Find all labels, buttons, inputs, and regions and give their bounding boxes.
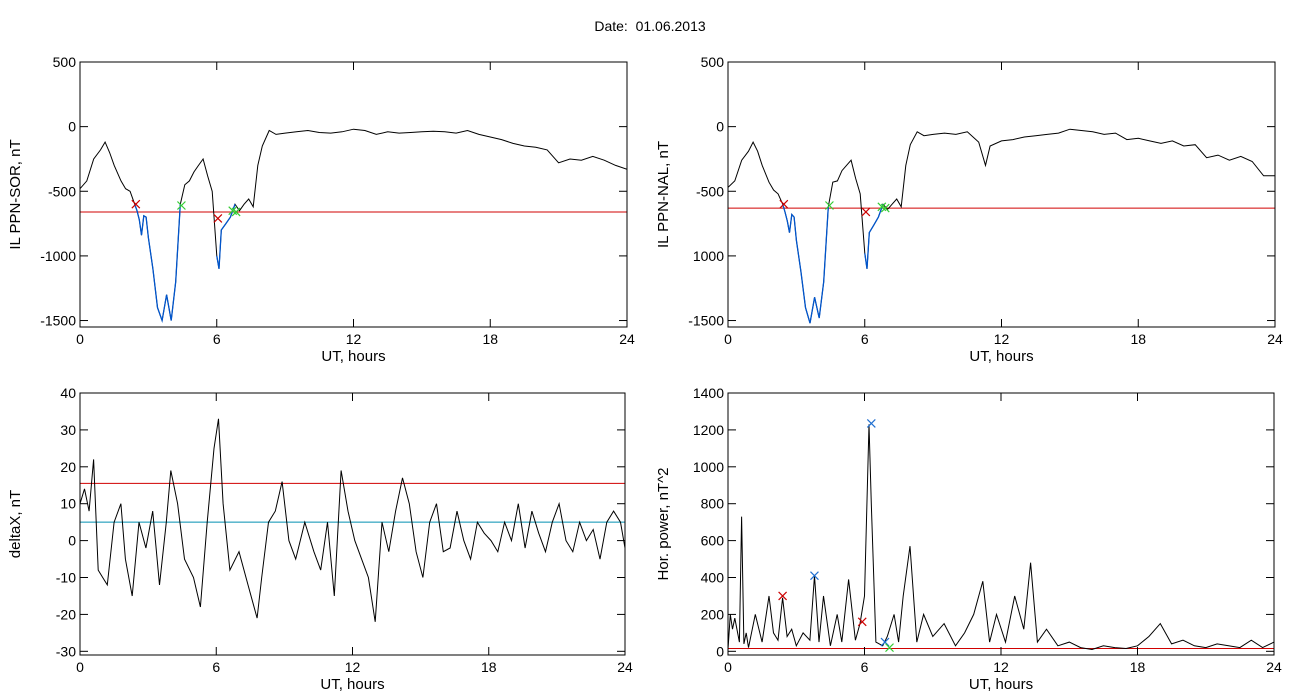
y-tick-label: 600 [701, 533, 725, 549]
x-tick-label: 12 [346, 331, 362, 347]
y-axis-label: deltaX, nT [7, 490, 24, 558]
y-tick-label: 500 [53, 54, 77, 70]
y-axis-label: Hor. power, nT^2 [655, 468, 672, 581]
x-tick-label: 0 [76, 659, 84, 675]
y-tick-label: 0 [716, 119, 724, 135]
x-tick-label: 24 [619, 331, 635, 347]
y-tick-label: -30 [56, 643, 76, 659]
y-tick-label: 1000 [693, 459, 724, 475]
active-segment-1 [782, 204, 829, 324]
x-axis-label: UT, hours [320, 676, 384, 693]
series-line [80, 128, 627, 323]
x-axis-label: UT, hours [969, 348, 1033, 365]
y-tick-label: 20 [60, 459, 76, 475]
marker-green-5 [231, 207, 241, 217]
y-tick-label: 0 [68, 533, 76, 549]
y-tick-label: 400 [701, 570, 725, 586]
x-tick-label: 18 [482, 331, 498, 347]
series-line [80, 418, 625, 622]
plot-frame [79, 392, 626, 656]
plot-frame [79, 61, 628, 328]
x-tick-label: 24 [1267, 331, 1283, 347]
y-tick-label: 40 [60, 385, 76, 401]
y-tick-label: -500 [48, 183, 76, 199]
x-tick-label: 24 [1266, 659, 1282, 675]
marker-red-1 [778, 591, 788, 601]
figure-title: Date: 01.06.2013 [594, 18, 706, 34]
x-tick-label: 12 [994, 331, 1010, 347]
series-line [728, 424, 1274, 651]
y-tick-label: 0 [716, 643, 724, 659]
y-tick-label: 30 [60, 422, 76, 438]
panel-2: 0 6 12 18 24 -1500 1000 -500 0 500 UT, hours IL PPN… [655, 54, 1283, 365]
marker-green-2 [176, 201, 186, 210]
x-tick-label: 0 [76, 331, 84, 347]
marker-blue-2 [810, 571, 819, 581]
y-tick-label: -10 [56, 570, 76, 586]
panel-4: 0 6 12 18 24 0 200 400 600 800 1000 1200 1400 UT, hou… [655, 385, 1282, 693]
marker-green-5 [880, 203, 890, 213]
x-tick-label: 6 [861, 659, 869, 675]
y-tick-label: 1000 [693, 248, 724, 264]
marker-green-2 [824, 201, 834, 210]
x-axis-label: UT, hours [321, 348, 385, 365]
active-segment-2 [864, 203, 884, 269]
y-tick-label: -1500 [40, 313, 76, 329]
y-axis-label: IL PPN-NAL, nT [655, 141, 672, 248]
y-axis-label: IL PPN-SOR, nT [7, 139, 24, 249]
y-tick-label: -20 [56, 606, 76, 622]
x-tick-label: 18 [1130, 659, 1146, 675]
x-axis-label: UT, hours [969, 676, 1033, 693]
plot-frame [727, 392, 1275, 656]
marker-red-1 [779, 199, 789, 209]
y-tick-label: 800 [701, 496, 725, 512]
active-segment-1 [134, 203, 181, 324]
x-tick-label: 0 [724, 331, 732, 347]
x-tick-label: 6 [213, 331, 221, 347]
y-tick-label: 0 [68, 119, 76, 135]
marker-red-3 [861, 207, 871, 217]
marker-blue-5 [880, 637, 890, 647]
series-line [728, 128, 1275, 324]
y-tick-label: -1000 [40, 248, 76, 264]
panel-3: 0 6 12 18 24 -30 -20 -10 0 10 20 30 40 UT, hours delta… [7, 385, 633, 693]
marker-red-1 [131, 199, 141, 209]
y-tick-label: 1200 [693, 422, 724, 438]
x-tick-label: 12 [345, 659, 361, 675]
x-tick-label: 6 [861, 331, 869, 347]
plot-frame [727, 61, 1276, 328]
x-tick-label: 24 [617, 659, 633, 675]
marker-blue-4 [866, 419, 876, 428]
x-tick-label: 0 [724, 659, 732, 675]
y-tick-label: 500 [701, 54, 725, 70]
x-tick-label: 6 [212, 659, 220, 675]
y-tick-label: 200 [701, 606, 725, 622]
active-segment-2 [216, 203, 236, 269]
marker-red-3 [213, 213, 223, 223]
y-tick-label: 1400 [693, 385, 724, 401]
y-tick-label: -1500 [688, 313, 724, 329]
marker-green-6 [885, 643, 894, 653]
panel-1: 0 6 12 18 24 -1500 -1000 -500 0 500 UT, hours IL PP… [7, 54, 635, 365]
y-tick-label: 10 [60, 496, 76, 512]
marker-red-3 [857, 617, 867, 627]
x-tick-label: 12 [993, 659, 1009, 675]
x-tick-label: 18 [1130, 331, 1146, 347]
y-tick-label: -500 [696, 183, 724, 199]
x-tick-label: 18 [481, 659, 497, 675]
